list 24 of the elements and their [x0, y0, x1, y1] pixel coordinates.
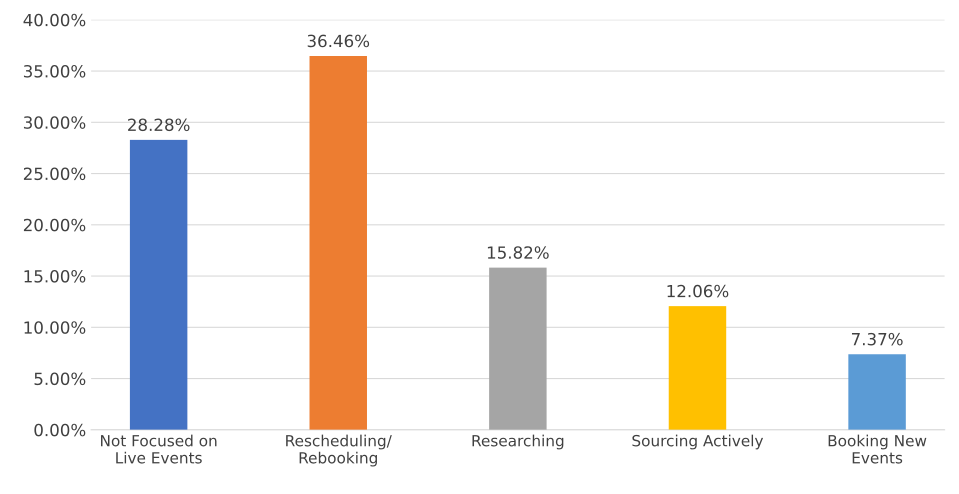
y-tick-label: 30.00%: [24, 116, 86, 129]
y-tick-label: 15.00%: [24, 270, 86, 283]
bar: [848, 354, 906, 430]
y-tick-label: 20.00%: [24, 218, 86, 232]
bar: [130, 140, 188, 430]
data-label: 36.46%: [308, 34, 370, 48]
x-tick-label: Not Focused on Live Events: [101, 434, 216, 464]
data-label: 12.06%: [668, 284, 728, 298]
x-tick-label: Rescheduling/ Rebooking: [286, 434, 392, 467]
bar: [310, 56, 367, 430]
bar: [489, 268, 547, 430]
data-label: 7.37%: [852, 332, 903, 346]
y-tick-label: 10.00%: [24, 321, 86, 334]
x-tick-label: Researching: [472, 434, 564, 450]
bar: [668, 306, 726, 430]
y-tick-label: 5.00%: [34, 372, 86, 386]
y-tick-label: 40.00%: [24, 14, 86, 26]
data-label: 15.82%: [488, 246, 549, 259]
y-tick-label: 35.00%: [24, 64, 86, 78]
y-tick-label: 0.00%: [34, 424, 86, 436]
data-label: 28.28%: [128, 118, 190, 132]
x-tick-label: Booking New Events: [828, 434, 926, 464]
y-tick-label: 25.00%: [24, 167, 86, 180]
x-tick-label: Sourcing Actively: [632, 434, 764, 450]
